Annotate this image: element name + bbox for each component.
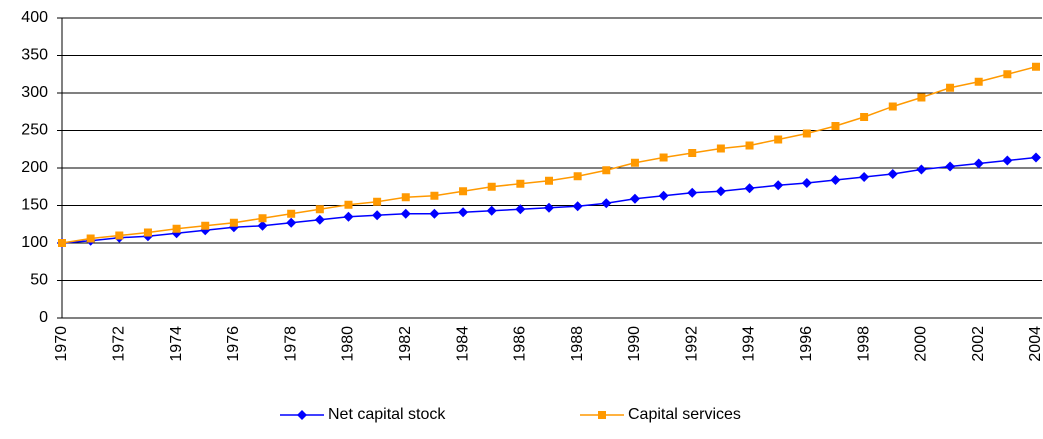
data-point [516, 179, 525, 188]
data-point [487, 182, 496, 191]
data-point [974, 77, 983, 86]
x-tick-label: 1984 [454, 326, 471, 362]
data-point [1003, 70, 1012, 79]
x-tick-label: 1998 [855, 326, 872, 362]
y-tick-label: 400 [21, 9, 48, 26]
data-point [860, 113, 869, 121]
data-point [744, 183, 755, 194]
data-point [630, 158, 639, 167]
x-tick-label: 1980 [340, 326, 357, 362]
data-point [315, 205, 324, 214]
data-point [688, 149, 697, 157]
legend-label: Net capital stock [328, 406, 446, 423]
data-point [287, 209, 296, 218]
data-point [258, 214, 267, 223]
data-point [400, 208, 411, 219]
y-tick-label: 0 [39, 309, 48, 326]
x-tick-label: 2000 [913, 326, 930, 362]
data-point [687, 187, 698, 198]
x-tick-label: 2002 [970, 326, 987, 362]
x-tick-label: 1994 [741, 326, 758, 362]
x-tick-label: 1990 [626, 326, 643, 362]
data-point [973, 158, 984, 169]
data-point [887, 169, 898, 179]
x-tick-label: 1976 [225, 326, 242, 362]
data-point [1031, 152, 1041, 163]
data-point [830, 175, 841, 185]
data-point [257, 220, 268, 231]
data-point [573, 172, 582, 181]
data-point [917, 93, 926, 102]
y-tick-label: 200 [21, 159, 48, 176]
data-point [716, 144, 725, 153]
data-point [286, 217, 297, 228]
legend-label: Capital services [628, 406, 741, 423]
y-tick-label: 100 [21, 234, 48, 251]
data-point [401, 193, 410, 202]
y-tick-label: 250 [21, 122, 48, 139]
data-point [343, 211, 354, 222]
x-tick-label: 2004 [1027, 326, 1043, 362]
data-point [774, 135, 783, 144]
data-point [372, 210, 383, 221]
data-point [430, 191, 439, 200]
data-point [486, 205, 497, 216]
data-point [458, 207, 469, 218]
data-point [115, 231, 124, 240]
x-tick-label: 1972 [111, 326, 128, 362]
data-point [172, 224, 181, 233]
x-tick-label: 1974 [168, 326, 185, 362]
x-tick-label: 1982 [397, 326, 414, 362]
data-point [629, 193, 640, 204]
data-point [1002, 155, 1013, 166]
data-point [515, 204, 526, 215]
legend-marker [598, 411, 606, 419]
data-point [773, 180, 784, 191]
y-tick-label: 300 [21, 84, 48, 101]
data-point [143, 228, 152, 237]
y-tick-label: 150 [21, 197, 48, 214]
x-tick-label: 1970 [53, 326, 70, 362]
x-tick-label: 1986 [512, 326, 529, 362]
data-point [229, 218, 238, 227]
x-tick-label: 1978 [282, 326, 299, 362]
x-tick-label: 1996 [798, 326, 815, 362]
data-point [373, 197, 382, 206]
data-point [544, 202, 554, 213]
data-point [344, 200, 353, 209]
data-point [572, 201, 583, 212]
data-point [429, 208, 440, 219]
data-point [314, 214, 325, 225]
data-point [602, 166, 611, 175]
data-point [545, 176, 553, 185]
y-tick-label: 50 [30, 272, 48, 289]
data-point [659, 153, 668, 162]
data-point [745, 141, 754, 150]
data-point [859, 172, 870, 182]
x-tick-label: 1992 [683, 326, 700, 362]
y-tick-label: 350 [21, 47, 48, 64]
data-point [802, 129, 811, 138]
data-point [801, 178, 812, 188]
data-point [831, 122, 840, 130]
data-point [946, 83, 955, 92]
data-point [658, 190, 669, 201]
data-point [86, 234, 95, 243]
legend-marker [297, 410, 307, 420]
data-point [459, 187, 468, 196]
data-point [201, 221, 210, 230]
data-point [601, 198, 612, 209]
data-point [715, 186, 726, 197]
data-point [916, 164, 927, 175]
data-point [1032, 62, 1040, 71]
x-tick-label: 1988 [569, 326, 586, 362]
data-point [945, 161, 956, 172]
data-point [888, 102, 897, 111]
data-point [58, 239, 66, 247]
